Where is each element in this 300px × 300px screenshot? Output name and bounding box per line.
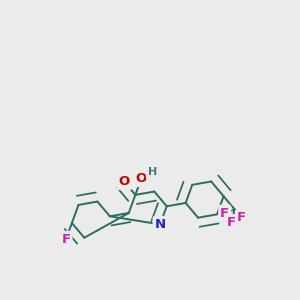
Text: O: O — [118, 175, 130, 188]
Text: F: F — [237, 211, 246, 224]
Text: F: F — [220, 207, 229, 220]
Text: H: H — [148, 167, 157, 177]
Text: F: F — [61, 233, 70, 246]
Text: N: N — [154, 218, 166, 231]
Text: F: F — [227, 216, 236, 229]
Text: O: O — [136, 172, 147, 185]
